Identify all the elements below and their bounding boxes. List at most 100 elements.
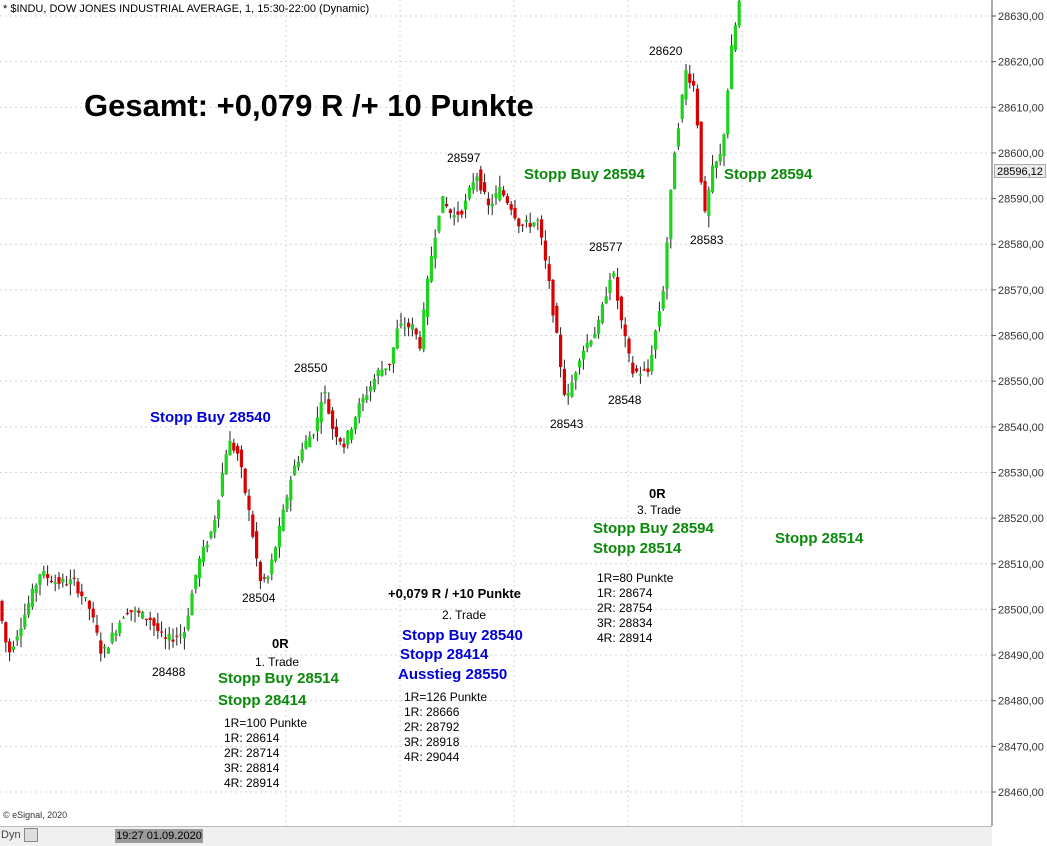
candle-up bbox=[186, 615, 190, 630]
total-result-label: Gesamt: +0,079 R /+ 10 Punkte bbox=[84, 88, 534, 123]
candle-down bbox=[623, 324, 627, 337]
chart-grid bbox=[0, 0, 992, 826]
trade2-stopp: Stopp 28414 bbox=[400, 646, 489, 663]
candle-down bbox=[239, 449, 243, 468]
candle-down bbox=[551, 279, 555, 316]
candle-down bbox=[91, 608, 95, 618]
candle-down bbox=[338, 438, 342, 442]
trade1-target-4r: 4R: 28914 bbox=[224, 776, 280, 790]
candle-down bbox=[342, 443, 346, 448]
candle-down bbox=[388, 363, 392, 366]
price-tick-label: 28560,00 bbox=[998, 331, 1044, 343]
candle-up bbox=[103, 646, 107, 649]
candle-down bbox=[619, 296, 623, 321]
candle-down bbox=[543, 240, 547, 261]
candle-up bbox=[304, 440, 308, 449]
candle-up bbox=[471, 182, 475, 190]
candle-up bbox=[718, 154, 722, 162]
candle-up bbox=[665, 242, 669, 289]
candle-up bbox=[433, 237, 437, 259]
price-tick-label: 28550,00 bbox=[998, 376, 1044, 388]
candle-up bbox=[30, 588, 34, 608]
candle-down bbox=[163, 637, 167, 639]
candle-down bbox=[334, 426, 338, 437]
candle-up bbox=[399, 323, 403, 326]
candle-up bbox=[657, 311, 661, 327]
candle-up bbox=[312, 434, 316, 436]
candle-up bbox=[224, 454, 228, 475]
candle-up bbox=[266, 576, 270, 580]
candle-up bbox=[600, 304, 604, 323]
candle-up bbox=[38, 574, 42, 585]
cursor-date-badge: 19:27 01.09.2020 bbox=[115, 829, 203, 843]
dyn-toggle-label[interactable]: Dyn bbox=[1, 829, 21, 841]
candle-down bbox=[540, 219, 544, 238]
candle-down bbox=[331, 410, 335, 429]
candle-up bbox=[23, 614, 27, 628]
time-scrollbar[interactable] bbox=[0, 826, 992, 846]
trade3-target-4r: 4R: 28914 bbox=[597, 631, 653, 645]
candle-up bbox=[452, 215, 456, 218]
trade2-label: 2. Trade bbox=[442, 608, 487, 622]
candle-down bbox=[152, 618, 156, 626]
candle-up bbox=[277, 525, 281, 548]
candle-down bbox=[414, 328, 418, 335]
candle-up bbox=[581, 350, 585, 360]
candle-up bbox=[524, 219, 528, 222]
candle-down bbox=[479, 169, 483, 191]
trade1-target-2r: 2R: 28714 bbox=[224, 746, 280, 760]
candle-up bbox=[608, 279, 612, 293]
candle-up bbox=[357, 403, 361, 418]
candle-down bbox=[502, 190, 506, 196]
candle-down bbox=[692, 80, 696, 86]
candle-up bbox=[61, 578, 65, 583]
price-tick-label: 28620,00 bbox=[998, 57, 1044, 69]
candle-up bbox=[426, 278, 430, 317]
price-tick-label: 28610,00 bbox=[998, 102, 1044, 114]
candle-down bbox=[236, 445, 240, 454]
candle-up bbox=[365, 395, 369, 400]
price-label-28583: 28583 bbox=[690, 233, 724, 247]
candle-up bbox=[19, 628, 23, 637]
candle-down bbox=[646, 368, 650, 372]
candle-down bbox=[483, 182, 487, 193]
price-label-28620: 28620 bbox=[649, 44, 683, 58]
candle-up bbox=[133, 610, 137, 612]
candle-down bbox=[418, 336, 422, 349]
candle-up bbox=[114, 633, 118, 636]
price-label-28548: 28548 bbox=[608, 393, 642, 407]
trade2-targets: 1R=126 Punkte 1R: 28666 2R: 28792 3R: 28… bbox=[404, 690, 487, 765]
candle-down bbox=[513, 207, 517, 219]
candle-up bbox=[209, 531, 213, 538]
candle-up bbox=[574, 372, 578, 381]
candle-down bbox=[642, 369, 646, 371]
price-label-28543: 28543 bbox=[550, 417, 584, 431]
candle-up bbox=[293, 465, 297, 476]
trade2-stopp-buy: Stopp Buy 28540 bbox=[402, 627, 523, 644]
price-tick-label: 28480,00 bbox=[998, 696, 1044, 708]
candle-up bbox=[270, 559, 274, 575]
candle-up bbox=[437, 215, 441, 232]
lock-icon[interactable] bbox=[24, 828, 38, 842]
candle-down bbox=[251, 514, 255, 537]
candle-down bbox=[95, 624, 99, 633]
candle-up bbox=[285, 497, 289, 510]
candle-up bbox=[464, 200, 468, 210]
candle-down bbox=[555, 305, 559, 333]
candle-down bbox=[456, 211, 460, 215]
candle-up bbox=[201, 546, 205, 563]
candle-up bbox=[106, 647, 110, 654]
price-axis[interactable]: 28460,00 28470,00 28480,00 28490,00 28500,00… bbox=[992, 11, 1044, 799]
candle-down bbox=[144, 618, 148, 620]
price-tick-label: 28490,00 bbox=[998, 650, 1044, 662]
price-tick-label: 28630,00 bbox=[998, 11, 1044, 23]
trade3-stopp: Stopp 28514 bbox=[593, 540, 682, 557]
candle-down bbox=[171, 639, 175, 642]
candle-up bbox=[346, 430, 350, 445]
stopp-buy-28594-label: Stopp Buy 28594 bbox=[524, 166, 645, 183]
candle-up bbox=[194, 574, 198, 589]
candle-up bbox=[315, 417, 319, 432]
candle-down bbox=[99, 640, 103, 654]
candle-up bbox=[612, 272, 616, 277]
candle-down bbox=[688, 73, 692, 83]
